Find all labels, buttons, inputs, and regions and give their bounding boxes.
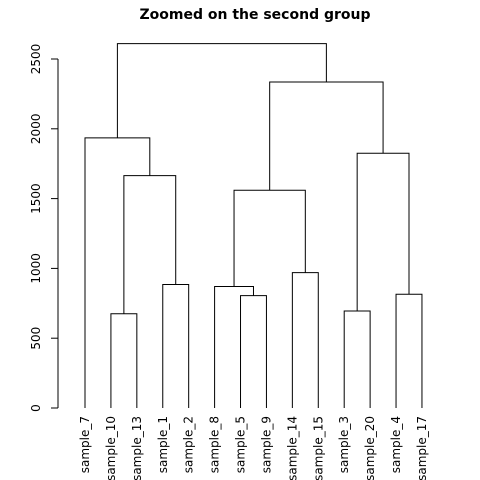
- leaf-label: sample_20: [363, 416, 377, 480]
- y-tick-label: 500: [29, 327, 43, 350]
- leaf-label: sample_2: [182, 416, 196, 473]
- y-axis: 0 500 1000 1500 2000 2500: [29, 44, 59, 412]
- dendrogram-branch: [343, 310, 371, 408]
- leaf-labels: sample_7 sample_10 sample_13 sample_1 sample…: [78, 416, 429, 480]
- dendrogram-branch: [84, 137, 151, 408]
- dendrogram-branch: [110, 313, 138, 408]
- dendrogram-branch: [240, 295, 267, 408]
- leaf-label: sample_8: [208, 416, 222, 473]
- dendrogram-branch: [116, 43, 327, 138]
- leaf-label: sample_9: [259, 416, 273, 473]
- leaf-label: sample_10: [104, 416, 118, 480]
- leaf-label: sample_7: [78, 416, 92, 473]
- chart-title: Zoomed on the second group: [140, 7, 371, 23]
- leaf-label: sample_14: [285, 416, 299, 480]
- leaf-label: sample_15: [311, 416, 325, 480]
- dendrogram-branch: [162, 283, 190, 408]
- leaf-label: sample_17: [415, 416, 429, 480]
- leaf-label: sample_13: [130, 416, 144, 480]
- leaf-label: sample_3: [337, 416, 351, 473]
- y-tick-label: 1000: [29, 253, 43, 284]
- dendrogram-branch: [395, 293, 423, 408]
- leaf-label: sample_4: [389, 416, 403, 473]
- dendrogram-branch: [291, 272, 319, 408]
- leaf-label: sample_1: [156, 416, 170, 473]
- y-tick-label: 1500: [29, 183, 43, 214]
- dendrogram-branch: [123, 175, 177, 314]
- dendrogram-branches: [84, 43, 423, 408]
- y-tick-label: 0: [29, 404, 43, 412]
- dendrogram-branch: [356, 152, 410, 311]
- dendrogram-branch: [214, 286, 254, 408]
- dendrogram-branch: [269, 81, 384, 191]
- y-tick-label: 2500: [29, 44, 43, 75]
- y-tick-label: 2000: [29, 114, 43, 145]
- leaf-label: sample_5: [234, 416, 248, 473]
